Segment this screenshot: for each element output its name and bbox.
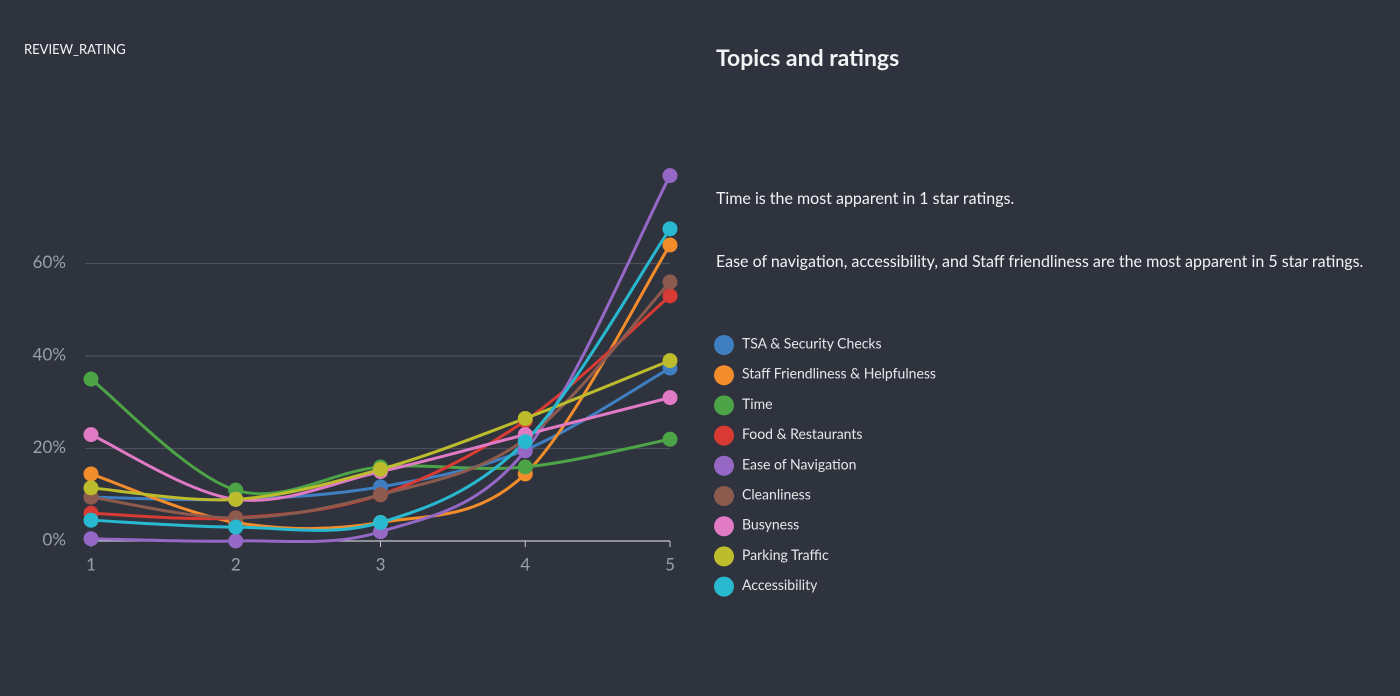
legend-swatch (714, 576, 734, 597)
series-line (90, 244, 672, 531)
legend-swatch (714, 425, 734, 446)
legend-swatch (714, 335, 734, 355)
data-point (373, 487, 388, 503)
legend-label: Ease of Navigation (742, 455, 856, 472)
data-point (83, 480, 99, 496)
data-point (83, 466, 99, 482)
data-point (662, 390, 678, 406)
legend-label: Cleanliness (742, 486, 811, 503)
y-tick-label: 40% (33, 343, 66, 364)
data-point (83, 531, 99, 547)
legend-swatch (714, 365, 734, 386)
legend-label: Food & Restaurants (742, 425, 862, 442)
data-point (373, 515, 388, 530)
data-point (662, 221, 678, 237)
data-point (662, 274, 678, 290)
series-line (90, 227, 672, 532)
data-point (662, 431, 678, 447)
x-tick-label: 5 (665, 553, 675, 574)
legend-label: Busyness (742, 516, 799, 533)
legend-label: Staff Friendliness & Helpfulness (742, 365, 936, 382)
x-tick-label: 1 (86, 553, 96, 574)
data-point (662, 353, 678, 369)
data-point (228, 519, 244, 535)
data-point (83, 427, 99, 443)
legend-swatch (714, 455, 734, 476)
data-point (83, 371, 99, 387)
data-point (662, 237, 678, 253)
y-tick-label: 20% (33, 436, 66, 457)
y-tick-label: 0% (43, 528, 67, 549)
data-point (517, 410, 533, 426)
legend-swatch (714, 395, 734, 416)
legend-label: Accessibility (742, 576, 818, 593)
data-point (83, 512, 99, 528)
insight-text: Time is the most apparent in 1 star rati… (716, 189, 1015, 208)
data-point (517, 434, 533, 450)
x-tick-label: 4 (520, 553, 530, 574)
legend-swatch (714, 516, 734, 537)
legend-swatch (714, 546, 734, 567)
legend-label: Parking Traffic (742, 546, 829, 563)
data-point (228, 533, 244, 549)
panel-label: REVIEW_RATING (24, 41, 126, 57)
panel-title: Topics and ratings (716, 43, 900, 71)
x-tick-label: 2 (231, 553, 241, 574)
data-point (228, 491, 244, 507)
legend-label: Time (742, 395, 773, 412)
legend-label: TSA & Security Checks (742, 335, 882, 352)
y-tick-label: 60% (33, 251, 66, 272)
data-point (662, 288, 678, 304)
x-tick-label: 3 (376, 553, 386, 574)
insight-text: Ease of navigation, accessibility, and S… (716, 252, 1364, 271)
data-point (373, 461, 388, 477)
data-point (662, 168, 678, 184)
legend-swatch (714, 486, 734, 506)
series-line (90, 174, 672, 544)
data-point (517, 459, 533, 475)
